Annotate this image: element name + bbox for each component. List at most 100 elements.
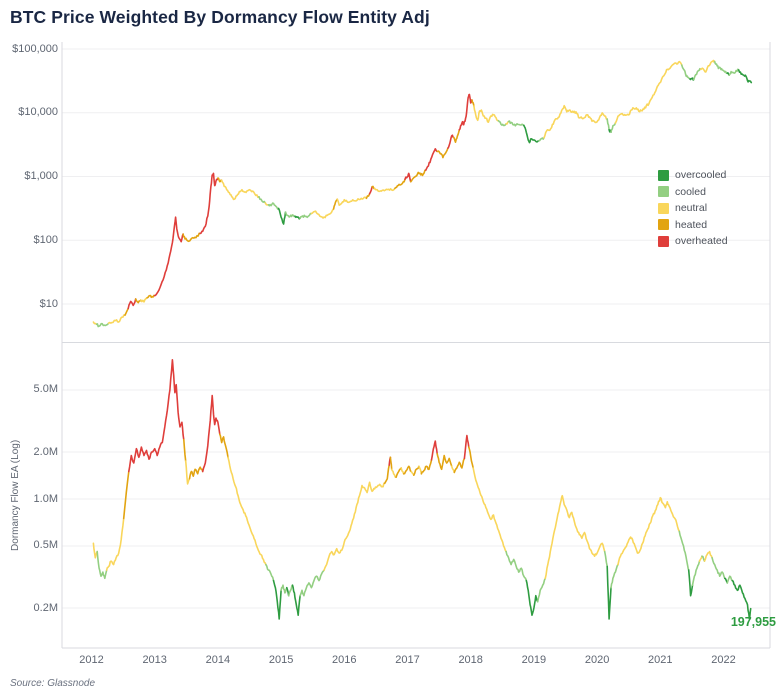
series-segment-overheated <box>424 148 439 171</box>
x-tick-label: 2020 <box>584 654 610 666</box>
y-tick-label: $10,000 <box>18 106 58 119</box>
series-segment-neutral <box>323 481 386 571</box>
series-segment-overcooled <box>737 69 753 84</box>
x-tick-label: 2019 <box>521 654 547 666</box>
series-segment-cooled <box>299 212 313 219</box>
series-segment-heated <box>365 193 371 200</box>
y-tick-label: $10 <box>39 297 58 310</box>
series-segment-cooled <box>280 584 288 594</box>
legend-label: overheated <box>675 235 728 247</box>
series-segment-overcooled <box>277 207 287 225</box>
x-tick-label: 2013 <box>142 654 167 666</box>
series-segment-heated <box>383 464 391 485</box>
series-segment-neutral <box>184 460 191 485</box>
series-segment-neutral <box>400 467 405 475</box>
series-segment-neutral <box>614 60 683 124</box>
series-segment-heated <box>183 438 187 462</box>
series-segment-heated <box>394 178 406 190</box>
legend-item-overheated: overheated <box>658 235 728 247</box>
series-segment-neutral <box>544 494 606 580</box>
series-segment-cooled <box>536 577 547 603</box>
series-segment-heated <box>188 466 204 480</box>
series-segment-overheated <box>430 440 439 461</box>
legend-item-overcooled: overcooled <box>658 169 728 181</box>
legend-swatch-neutral <box>658 202 669 214</box>
x-tick-label: 2018 <box>458 654 483 666</box>
series-segment-overheated <box>458 93 473 131</box>
x-tick-label: 2022 <box>711 654 736 666</box>
series-segment-cooled <box>711 556 726 580</box>
series-segment-cooled <box>691 560 701 587</box>
series-segment-heated <box>146 294 156 299</box>
x-tick-label: 2012 <box>79 654 104 666</box>
series-segment-neutral <box>373 187 396 193</box>
series-segment-overheated <box>128 358 185 473</box>
series-segment-neutral <box>105 517 125 571</box>
legend: overcooled cooled neutral heated overheated <box>658 169 728 247</box>
legend-item-heated: heated <box>658 219 728 231</box>
series-segment-cooled <box>692 67 702 81</box>
series-segment-heated <box>471 99 475 107</box>
series-segment-overheated <box>447 134 455 149</box>
series-segment-cooled <box>505 550 528 582</box>
series-segment-overcooled <box>687 569 694 597</box>
series-segment-heated <box>436 452 453 471</box>
x-tick-label: 2021 <box>648 654 673 666</box>
series-segment-neutral <box>543 104 609 139</box>
series-segment-heated <box>219 433 229 459</box>
y-tick-label: $100,000 <box>12 42 58 55</box>
legend-swatch-heated <box>658 219 669 230</box>
legend-label: heated <box>675 218 708 231</box>
series-segment-cooled <box>610 563 619 589</box>
series-segment-neutral <box>418 465 423 475</box>
legend-item-cooled: cooled <box>658 186 728 198</box>
series-segment-neutral <box>336 196 368 206</box>
series-segment-overheated <box>463 434 470 460</box>
series-segment-neutral <box>698 555 703 562</box>
series-segment-heated <box>182 232 201 243</box>
y-tick-label: $1,000 <box>24 170 58 182</box>
series-segment-heated <box>122 470 130 520</box>
series-segment-neutral <box>617 496 681 566</box>
y-tick-label: 1.0M <box>33 492 58 505</box>
series-segment-cooled <box>287 584 294 597</box>
series-segment-neutral <box>107 314 126 325</box>
series-segment-cooled <box>299 569 325 597</box>
series-segment-heated <box>412 465 420 477</box>
series-segment-cooled <box>258 196 267 204</box>
legend-swatch-overheated <box>658 235 669 247</box>
series-segment-overheated <box>153 216 184 297</box>
series-segment-heated <box>332 198 339 210</box>
series-segment-overcooled <box>294 215 301 220</box>
legend-label: neutral <box>675 202 708 214</box>
series-segment-cooled <box>284 211 296 218</box>
series-segment-heated <box>134 298 142 304</box>
series-segment-neutral <box>310 208 335 219</box>
source-caption: Source: Glassnode <box>10 678 96 689</box>
series-segment-cooled <box>713 60 729 75</box>
y-tick-label: 0.2M <box>33 601 58 614</box>
series-segment-heated <box>420 459 433 475</box>
series-segment-cooled <box>603 550 609 568</box>
legend-item-neutral: neutral <box>658 202 728 214</box>
series-segment-cooled <box>728 68 740 76</box>
series-segment-cooled <box>538 137 545 142</box>
series-segment-overheated <box>404 172 412 183</box>
series-segment-cooled <box>606 118 610 131</box>
x-tick-label: 2016 <box>332 654 357 666</box>
series-segment-cooled <box>96 550 108 580</box>
series-segment-neutral <box>472 467 507 553</box>
series-segment-cooled <box>95 322 110 328</box>
series-segment-overheated <box>368 186 373 195</box>
series-segment-overheated <box>127 298 137 310</box>
series-segment-neutral <box>699 59 716 73</box>
legend-swatch-overcooled <box>658 169 669 181</box>
series-segment-heated <box>402 465 413 475</box>
series-segment-neutral <box>227 456 267 566</box>
series-segment-heated <box>389 456 393 471</box>
series-segment-heated <box>436 147 449 159</box>
series-segment-overcooled <box>606 565 612 620</box>
series-segment-cooled <box>610 122 617 133</box>
series-segment-heated <box>452 129 461 143</box>
